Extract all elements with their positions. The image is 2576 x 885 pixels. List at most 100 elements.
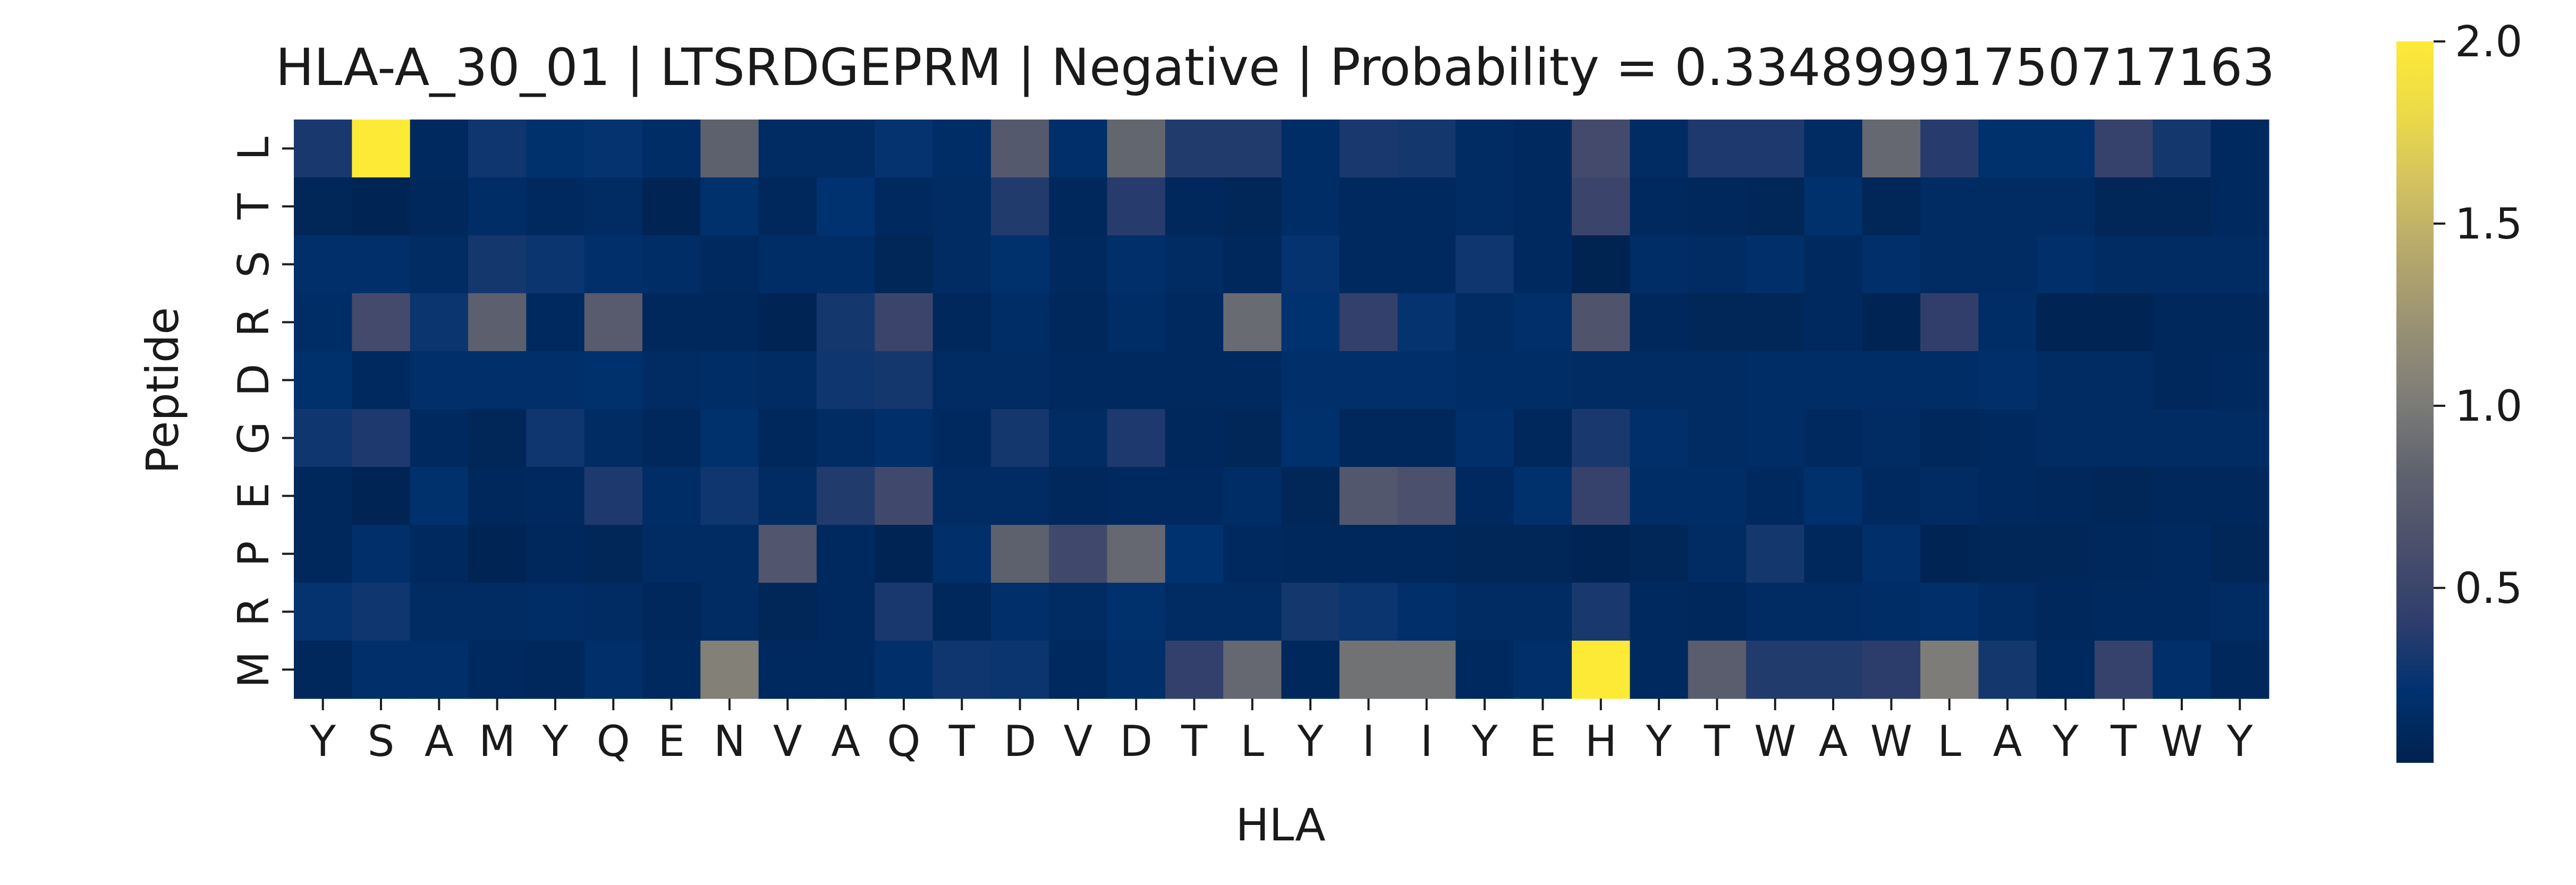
- heatmap-cell: [1862, 467, 1921, 525]
- x-tick-label: V: [773, 717, 802, 766]
- heatmap-cell: [468, 409, 527, 467]
- heatmap-cell: [1688, 641, 1747, 699]
- heatmap-cell: [1688, 120, 1747, 178]
- heatmap-cell: [1920, 467, 1979, 525]
- heatmap-cell: [526, 120, 585, 178]
- heatmap-cell: [1513, 525, 1572, 583]
- heatmap-cell: [875, 525, 934, 583]
- heatmap-cell: [2210, 351, 2269, 410]
- x-tick-label: Y: [2052, 717, 2079, 766]
- heatmap-cell: [1746, 235, 1805, 294]
- x-tick-label: W: [2160, 717, 2202, 766]
- y-tick-label: R: [229, 308, 278, 337]
- heatmap-cell: [1223, 177, 1282, 236]
- heatmap-cell: [1862, 525, 1921, 583]
- heatmap-cell: [1165, 293, 1224, 352]
- heatmap-cell: [294, 235, 352, 294]
- heatmap-cell: [1513, 177, 1572, 236]
- heatmap-cell: [1688, 583, 1747, 641]
- heatmap-cell: [2153, 351, 2211, 410]
- heatmap-cell: [1862, 235, 1921, 294]
- x-tick-label: M: [479, 717, 515, 766]
- heatmap-cell: [1107, 409, 1166, 467]
- heatmap-cell: [875, 235, 934, 294]
- heatmap-cell: [1165, 351, 1224, 410]
- heatmap-cell: [642, 177, 701, 236]
- heatmap-cell: [410, 525, 469, 583]
- heatmap-cell: [294, 120, 352, 178]
- y-tick-label: D: [229, 364, 278, 397]
- y-tick-label: S: [229, 251, 278, 278]
- heatmap-cell: [2036, 351, 2095, 410]
- heatmap-cell: [2095, 641, 2153, 699]
- heatmap-cell: [700, 583, 759, 641]
- heatmap-cell: [642, 235, 701, 294]
- heatmap-cell: [2210, 409, 2269, 467]
- heatmap-cell: [1223, 641, 1282, 699]
- x-tick-label: L: [1241, 717, 1265, 766]
- x-tick-label: N: [714, 717, 745, 766]
- x-tick-label: V: [1064, 717, 1093, 766]
- heatmap-cell: [1572, 583, 1631, 641]
- colorbar-tick-label: 1.5: [2455, 199, 2522, 249]
- heatmap-cell: [2153, 525, 2211, 583]
- heatmap-cell: [1339, 525, 1398, 583]
- heatmap-cell: [468, 467, 527, 525]
- x-tick-label: A: [831, 717, 860, 766]
- heatmap-cell: [526, 177, 585, 236]
- heatmap-cell: [294, 641, 352, 699]
- heatmap-cell: [816, 293, 875, 352]
- heatmap-cell: [294, 467, 352, 525]
- y-tick-label: M: [229, 651, 278, 688]
- heatmap-cell: [933, 120, 992, 178]
- heatmap-cell: [1165, 177, 1224, 236]
- heatmap-cell: [2036, 641, 2095, 699]
- heatmap-cell: [1339, 583, 1398, 641]
- heatmap-cell: [584, 351, 643, 410]
- heatmap-cell: [2210, 120, 2269, 178]
- heatmap-cell: [526, 351, 585, 410]
- heatmap-cell: [1455, 351, 1514, 410]
- heatmap-cell: [758, 293, 817, 352]
- heatmap-cell: [1513, 409, 1572, 467]
- heatmap-cell: [1513, 120, 1572, 178]
- heatmap-cell: [990, 177, 1049, 236]
- heatmap-cell: [1746, 293, 1805, 352]
- heatmap-cell: [1688, 177, 1747, 236]
- heatmap-cell: [410, 641, 469, 699]
- heatmap-cell: [1165, 235, 1224, 294]
- x-tick-label: Y: [1297, 717, 1324, 766]
- heatmap-cell: [1630, 409, 1689, 467]
- heatmap-cell: [1513, 641, 1572, 699]
- heatmap-cell: [294, 293, 352, 352]
- heatmap-cell: [816, 525, 875, 583]
- heatmap-cell: [1455, 641, 1514, 699]
- heatmap-cell: [758, 525, 817, 583]
- heatmap-cell: [584, 177, 643, 236]
- heatmap-cell: [933, 293, 992, 352]
- x-tick-label: H: [1585, 717, 1617, 766]
- heatmap-cell: [1978, 293, 2037, 352]
- heatmap-cell: [875, 583, 934, 641]
- heatmap-cell: [2036, 525, 2095, 583]
- heatmap-cell: [1165, 120, 1224, 178]
- heatmap-cell: [1223, 583, 1282, 641]
- heatmap-cell: [352, 120, 411, 178]
- heatmap-cell: [1862, 409, 1921, 467]
- heatmap-cell: [468, 525, 527, 583]
- heatmap-cell: [2036, 177, 2095, 236]
- heatmap-cell: [875, 467, 934, 525]
- heatmap-cell: [1804, 583, 1863, 641]
- heatmap-cell: [410, 235, 469, 294]
- y-axis-label: Peptide: [137, 307, 189, 474]
- heatmap-cell: [294, 177, 352, 236]
- heatmap-cell: [758, 235, 817, 294]
- heatmap-cell: [352, 641, 411, 699]
- heatmap-cell: [1107, 525, 1166, 583]
- heatmap-cell: [1688, 409, 1747, 467]
- x-tick-label: Y: [1471, 717, 1498, 766]
- heatmap-cell: [468, 641, 527, 699]
- heatmap-cell: [1978, 583, 2037, 641]
- heatmap-cell: [1746, 409, 1805, 467]
- heatmap-cell: [2153, 583, 2211, 641]
